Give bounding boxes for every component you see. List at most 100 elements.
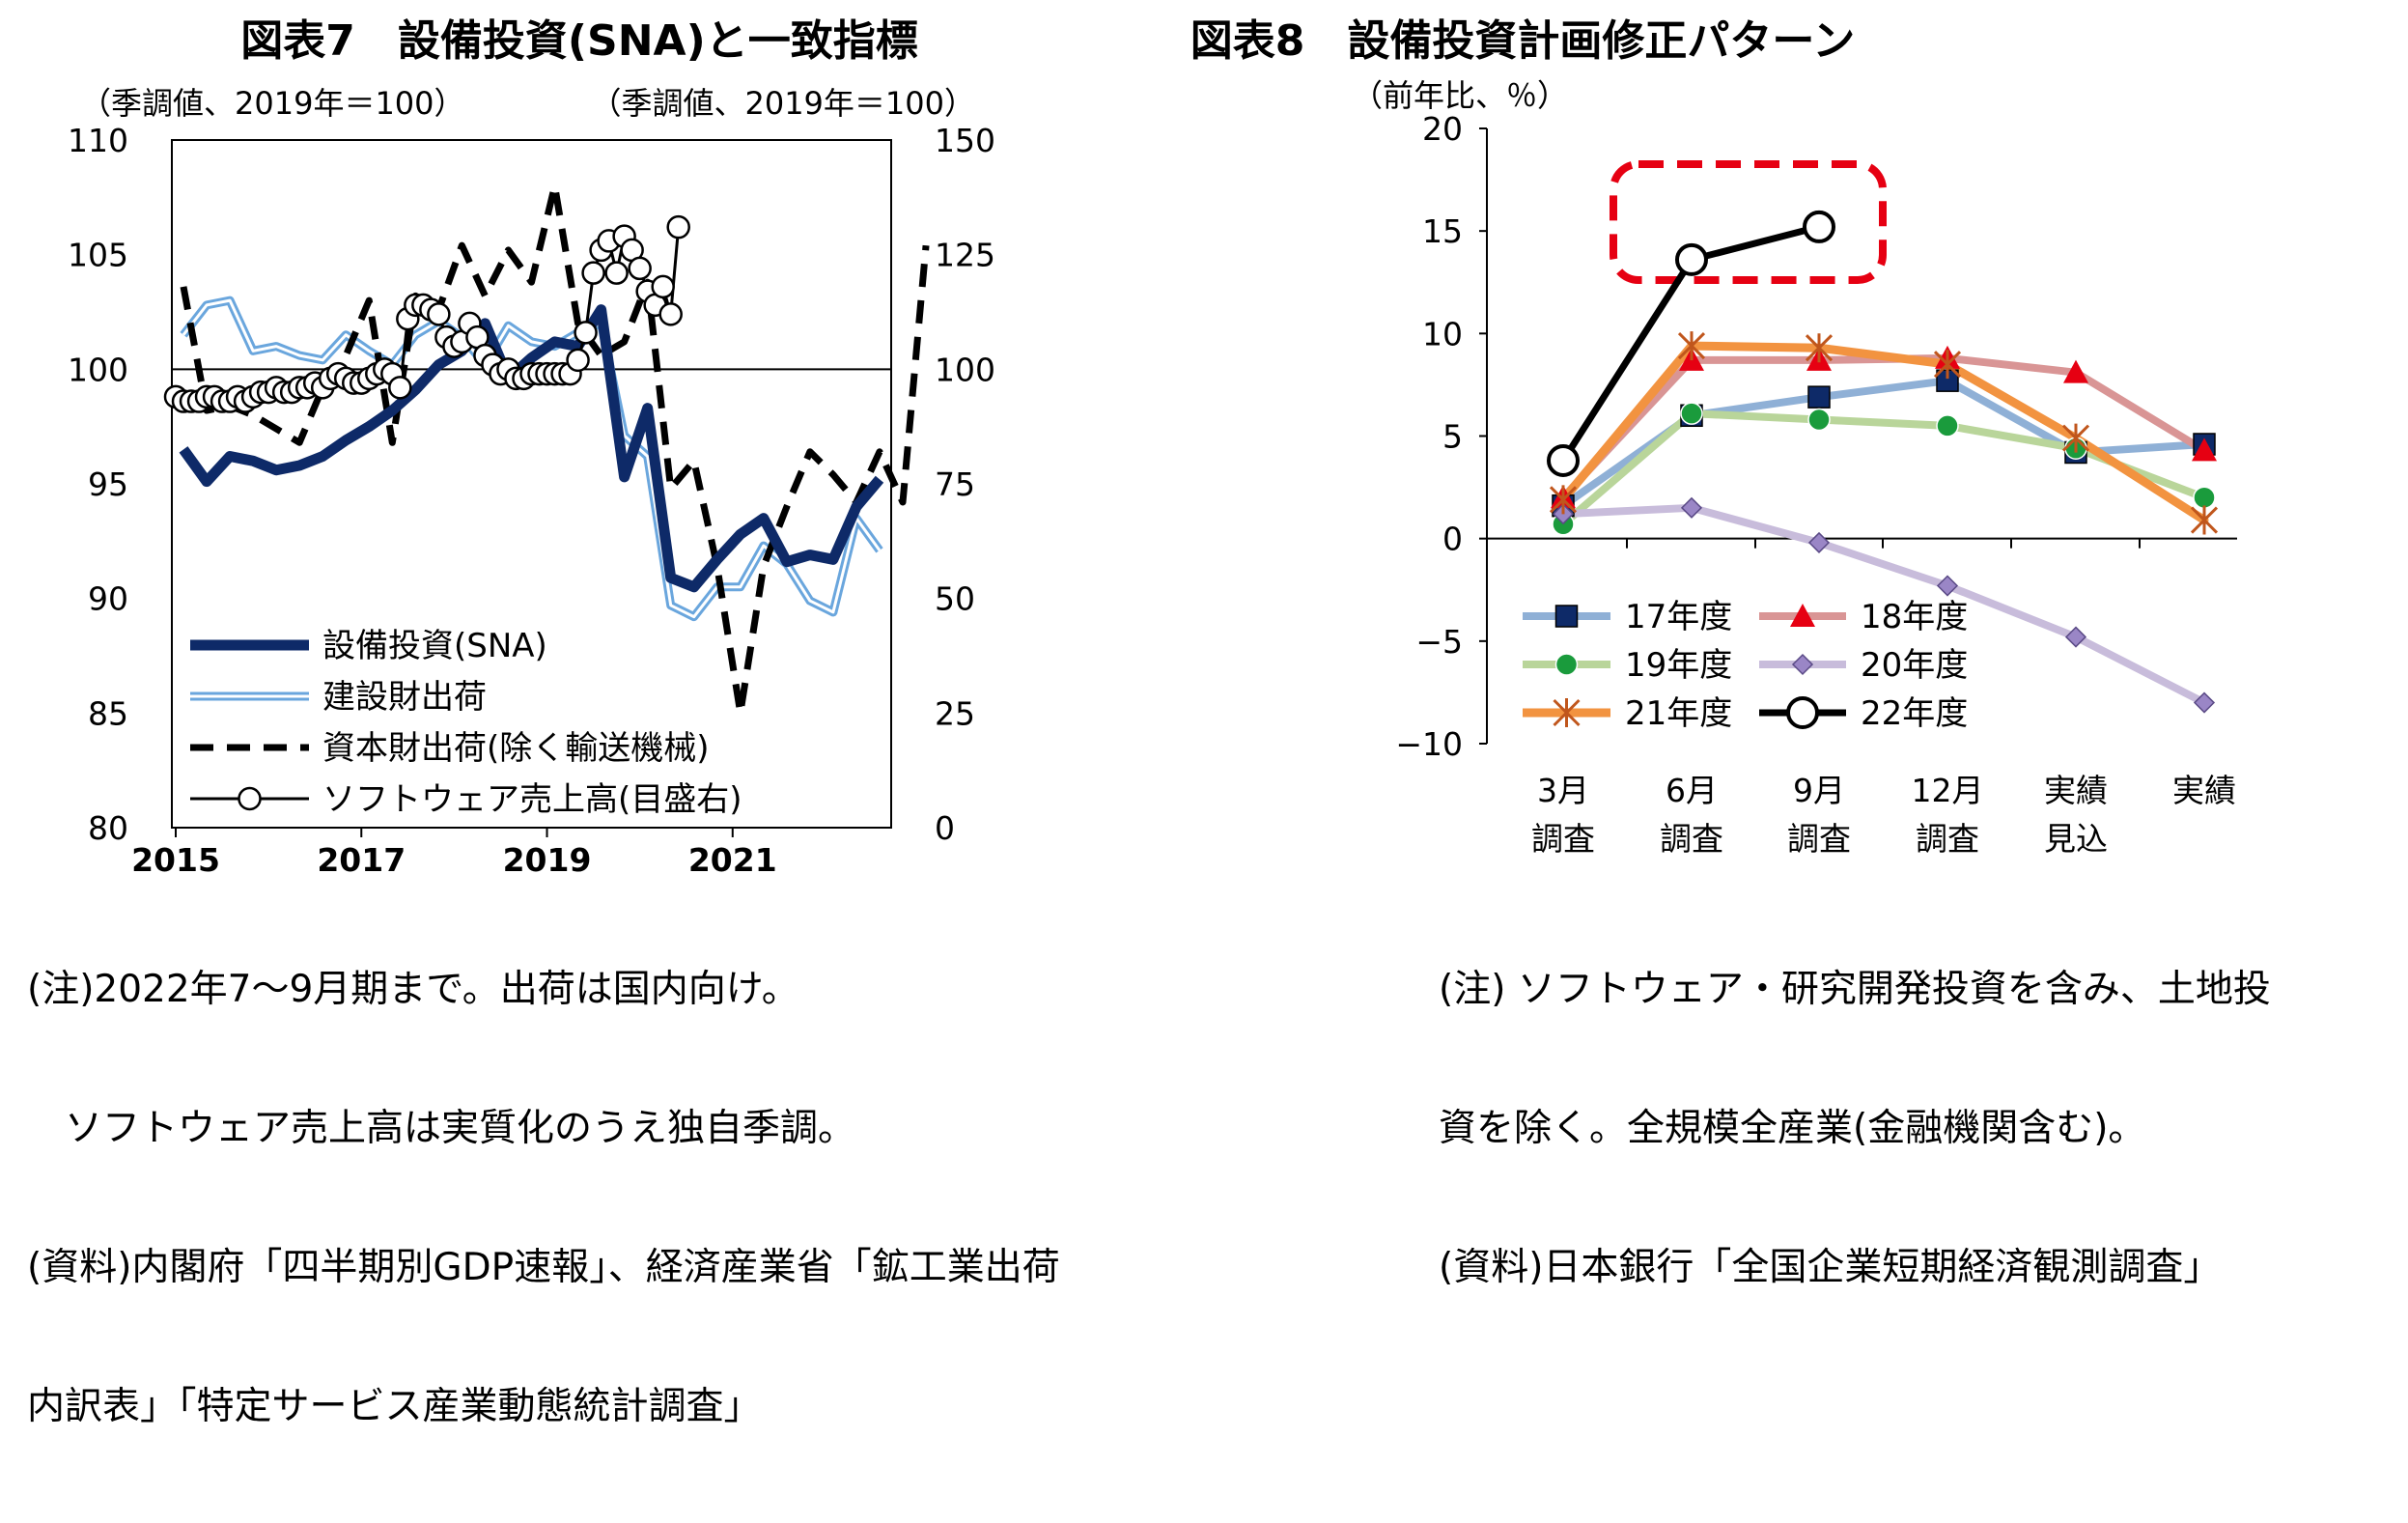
x-tick-label: 2017 (317, 841, 406, 879)
fy-point (1803, 210, 1835, 243)
fy-point (1936, 414, 1959, 437)
plot-frame (171, 139, 892, 829)
fy-point (2064, 626, 2087, 648)
legend-label: 20年度 (1861, 646, 1968, 685)
fy-point (1807, 408, 1831, 432)
legend-label: ソフトウェア売上高(目盛右) (322, 780, 742, 819)
legend-label: 21年度 (1625, 694, 1732, 733)
legend-label: 資本財出荷(除く輸送機械) (322, 729, 710, 768)
capex-sna-line (179, 304, 884, 593)
fy-point (2192, 437, 2217, 462)
fy-point (2063, 359, 2088, 383)
x-tick-label: 2021 (688, 841, 777, 879)
left-axis-unit: （季調値、2019年＝100） (80, 85, 465, 122)
note-line: ソフトウェア売上高は実質化のうえ独自季調。 (27, 1107, 856, 1150)
fy-point (1936, 575, 1959, 597)
software-sales-point (566, 348, 590, 373)
fy-point (2190, 505, 2219, 535)
fy-point (2193, 691, 2216, 714)
legend-label: 22年度 (1861, 694, 1968, 733)
legend-label: 建設財出荷 (322, 678, 487, 717)
y-tick-label: −10 (1395, 725, 1463, 763)
note-line: 資を除く。全規模全産業(金融機関含む)。 (1439, 1107, 2146, 1150)
x-tick-label: 2019 (503, 841, 592, 879)
software-sales-point (581, 261, 605, 285)
legend-marker (1791, 653, 1814, 676)
left-tick-label: 105 (68, 237, 128, 274)
x-tick-label: 調査 (1660, 820, 1723, 858)
left-tick-label: 85 (88, 694, 128, 732)
fy-point (1805, 333, 1834, 363)
note-line: (注) ソフトウェア・研究開発投資を含み、土地投 (1439, 968, 2271, 1011)
figure-8-notes: (注) ソフトウェア・研究開発投資を含み、土地投 資を除く。全規模全産業(金融機… (1439, 874, 2404, 1384)
legend-label: 設備投資(SNA) (322, 627, 547, 665)
y-axis-unit: （前年比、％） (1352, 77, 1568, 114)
right-tick-label: 150 (935, 122, 995, 159)
right-axis-unit: （季調値、2019年＝100） (590, 85, 975, 122)
note-line: (注)2022年7～9月期まで。出荷は国内向け。 (27, 968, 799, 1011)
y-tick-label: −5 (1415, 623, 1463, 661)
left-axis: 80 85 90 95 100 105 110 (68, 122, 128, 847)
legend-marker (1554, 605, 1579, 628)
series-layer (163, 182, 930, 717)
legend-marker (1553, 698, 1581, 727)
figure-8-title: 図表8 設備投資計画修正パターン (1190, 16, 1855, 66)
series-layer (1547, 210, 2219, 714)
x-tick-label: 6月 (1666, 772, 1718, 809)
fy-point (1807, 531, 1831, 553)
software-sales-point (628, 256, 652, 281)
software-sales-point (658, 302, 683, 326)
y-tick-label: 15 (1422, 212, 1463, 250)
x-tick-label: 実績 (2172, 772, 2236, 809)
right-tick-label: 125 (935, 237, 995, 274)
legend-label: 18年度 (1861, 598, 1968, 636)
right-axis: 0 25 50 75 100 125 150 (935, 122, 995, 847)
highlight-box (1610, 160, 1887, 284)
figure-7-title: 図表7 設備投資(SNA)と一致指標 (240, 16, 917, 66)
software-sales-point (427, 302, 451, 326)
capital-goods-line (180, 182, 930, 717)
software-sales-point (651, 274, 675, 299)
legend-label: 19年度 (1625, 646, 1732, 685)
software-sales-point (388, 376, 412, 400)
note-line: (資料)日本銀行「全国企業短期経済観測調査」 (1439, 1246, 2222, 1289)
figure-7-notes: (注)2022年7～9月期まで。出荷は国内向け。 ソフトウェア売上高は実質化のう… (27, 874, 1186, 1523)
right-tick-label: 0 (935, 809, 955, 847)
right-tick-label: 100 (935, 351, 995, 388)
left-tick-label: 90 (88, 580, 128, 618)
left-tick-label: 100 (68, 351, 128, 388)
figure-8-chart: 図表8 設備投資計画修正パターン （前年比、％） −10 −5 0 5 10 15 20 3… (1190, 16, 2237, 858)
y-tick-label: 5 (1442, 418, 1463, 456)
x-tick-label: 実績 (2044, 772, 2108, 809)
x-tick-label: 調査 (1531, 820, 1595, 858)
x-tick-label: 12月 (1912, 772, 1984, 809)
software-sales-point (604, 261, 629, 285)
fy-point (1549, 485, 1578, 515)
fy-point (2193, 486, 2216, 509)
x-tick-label: 9月 (1793, 772, 1845, 809)
x-tick-label: 2015 (131, 841, 220, 879)
software-sales-point (666, 214, 690, 240)
legend-marker (1786, 696, 1819, 729)
x-tick-label: 3月 (1537, 772, 1589, 809)
x-axis: 2015 2017 2019 2021 (131, 828, 777, 879)
note-line: (資料)内閣府「四半期別GDP速報」、経済産業省「鉱工業出荷 (27, 1246, 1060, 1289)
fy-point (1680, 402, 1703, 425)
x-tick-label: 見込 (2044, 820, 2108, 858)
fy-point (1675, 242, 1708, 276)
figure-8-panel: 図表8 設備投資計画修正パターン （前年比、％） −10 −5 0 5 10 15 20 3… (1190, 0, 2408, 1289)
legend: 17年度 18年度 19年度 20年度 21年度 22年度 (1523, 598, 1968, 733)
fy-point (1933, 350, 1962, 380)
legend-swatch-software-marker (238, 786, 262, 811)
left-tick-label: 80 (88, 809, 128, 847)
fy-point (1677, 331, 1706, 361)
fy-line (1559, 503, 2208, 707)
legend-label: 17年度 (1625, 598, 1732, 636)
right-tick-label: 50 (935, 580, 975, 618)
figure-7-panel: 図表7 設備投資(SNA)と一致指標 （季調値、2019年＝100） （季調値、… (0, 0, 1204, 1428)
left-tick-label: 95 (88, 465, 128, 503)
fy-line (1558, 341, 2209, 525)
software-sales-point (574, 321, 598, 345)
left-tick-label: 110 (68, 122, 128, 159)
